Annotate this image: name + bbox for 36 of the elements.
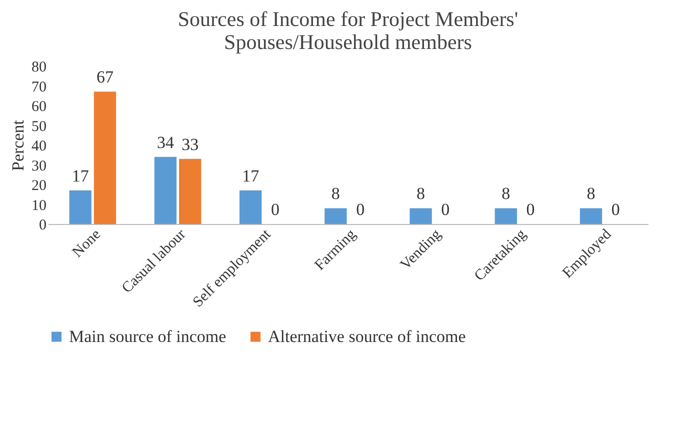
data-label: 0 xyxy=(441,200,450,219)
y-tick-label: 60 xyxy=(32,99,46,115)
data-label: 34 xyxy=(156,132,174,152)
bar xyxy=(494,208,517,224)
y-tick-label: 70 xyxy=(32,79,46,96)
y-tick-label: 80 xyxy=(32,60,46,76)
data-label: 0 xyxy=(526,200,535,219)
y-tick-label: 10 xyxy=(32,198,46,214)
chart-title: Sources of Income for Project Members' Spouses/Household members xyxy=(178,7,518,54)
legend-label: Alternative source of income xyxy=(268,326,466,346)
bar xyxy=(94,92,116,224)
bar xyxy=(410,208,432,224)
y-tick-label: 0 xyxy=(39,218,46,234)
bar xyxy=(69,190,92,224)
bar xyxy=(154,156,177,224)
bar xyxy=(179,158,202,224)
data-label: 17 xyxy=(72,166,90,186)
data-label: 0 xyxy=(356,200,365,219)
data-label: 8 xyxy=(586,184,596,204)
data-label: 8 xyxy=(416,184,426,204)
data-label: 67 xyxy=(96,68,114,87)
y-tick-label: 20 xyxy=(32,178,46,194)
data-label: 17 xyxy=(242,166,260,186)
data-label: 8 xyxy=(502,184,510,204)
data-label: 0 xyxy=(611,200,620,219)
y-tick-label: 30 xyxy=(32,158,46,174)
legend-label: Main source of income xyxy=(69,326,226,346)
y-tick-label: 40 xyxy=(32,138,46,154)
data-label: 8 xyxy=(331,184,340,204)
data-label: 0 xyxy=(270,200,280,219)
y-tick-label: 50 xyxy=(32,118,46,135)
bar xyxy=(239,190,262,224)
data-label: 33 xyxy=(182,134,199,154)
bar xyxy=(580,208,602,224)
bar xyxy=(324,208,347,224)
y-axis-title: Percent xyxy=(8,120,28,171)
